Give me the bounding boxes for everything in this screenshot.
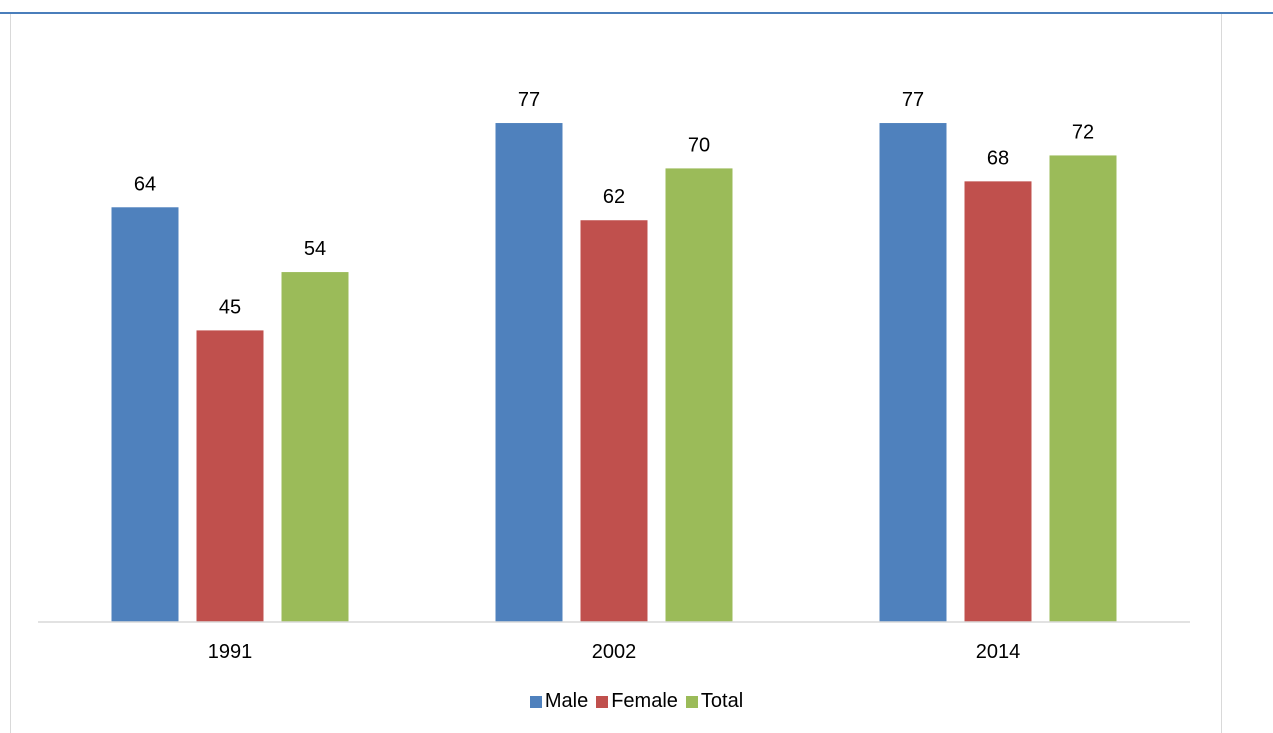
bar-total-1991 — [281, 272, 349, 622]
bar-female-1991 — [196, 330, 264, 622]
bar-total-2002 — [665, 168, 733, 622]
data-label-female-2002: 62 — [603, 186, 625, 208]
legend-label-female: Female — [611, 690, 678, 712]
bar-female-2002 — [580, 220, 648, 623]
data-label-female-1991: 45 — [219, 296, 241, 318]
data-labels-group: 64 45 54 77 62 70 77 68 72 — [134, 89, 1094, 318]
legend-label-male: Male — [544, 690, 589, 712]
x-tick-labels-group: 1991 2002 2014 — [208, 641, 1021, 663]
chart-frame — [10, 14, 1222, 733]
data-label-female-2014: 68 — [987, 147, 1009, 169]
legend-swatch-total — [685, 695, 698, 708]
x-tick-label-2002: 2002 — [592, 641, 637, 663]
legend-swatch-female — [596, 695, 609, 708]
legend-item-female: Female — [596, 690, 678, 713]
x-tick-label-1991: 1991 — [208, 641, 253, 663]
legend-swatch-male — [529, 695, 542, 708]
data-label-total-2014: 72 — [1072, 121, 1094, 143]
legend: Male Female Total — [0, 690, 1273, 713]
data-label-total-2002: 70 — [688, 134, 710, 156]
bar-male-2002 — [495, 123, 563, 622]
data-label-male-2002: 77 — [518, 89, 540, 111]
top-rule — [0, 12, 1273, 14]
data-label-male-1991: 64 — [134, 173, 156, 195]
x-tick-label-2014: 2014 — [976, 641, 1021, 663]
legend-item-total: Total — [685, 690, 744, 713]
legend-item-male: Male — [529, 690, 589, 713]
bar-male-1991 — [111, 207, 179, 622]
legend-label-total: Total — [700, 690, 744, 712]
data-label-total-1991: 54 — [304, 238, 326, 260]
bars-group — [111, 123, 1117, 623]
bar-female-2014 — [964, 181, 1032, 623]
data-label-male-2014: 77 — [902, 89, 924, 111]
bar-male-2014 — [879, 123, 947, 622]
bar-total-2014 — [1049, 155, 1117, 622]
